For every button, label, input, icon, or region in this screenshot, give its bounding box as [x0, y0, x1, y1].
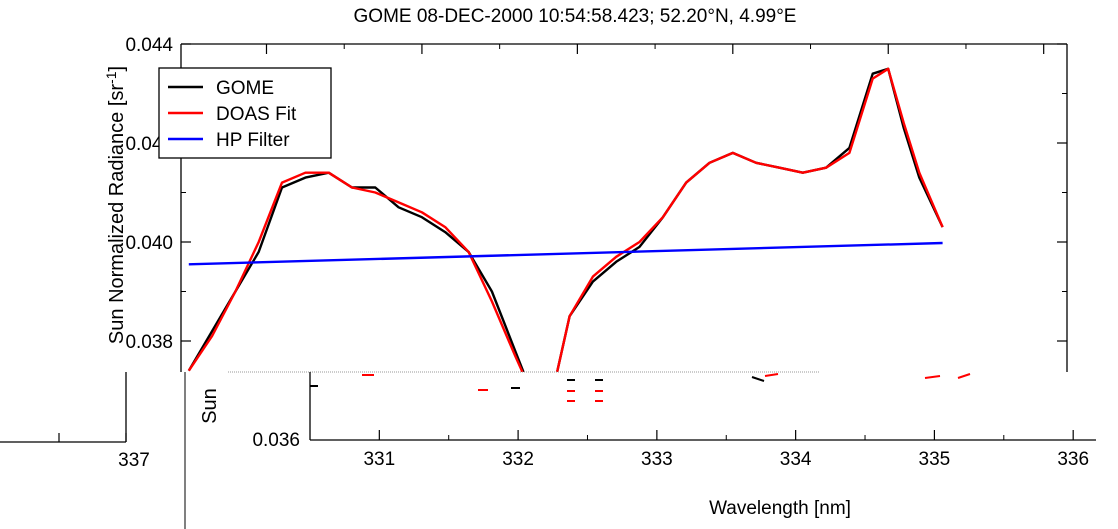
- x-tick-label-331: 331: [363, 449, 395, 470]
- series-lines: [187, 67, 944, 372]
- lower-x-ticks: [378, 430, 1074, 440]
- lower-plot-frame: [309, 372, 1096, 441]
- y-axis-label-close: ]: [106, 66, 128, 72]
- plot-lower: 337 Sun 0.036 331 332 333 334 335 336 Wavelen…: [0, 372, 1096, 529]
- series-doas-fit: [187, 67, 944, 372]
- x-tick-label-335: 335: [919, 449, 951, 470]
- lower-fragment-left: [0, 372, 127, 443]
- series-hp-filter: [188, 241, 943, 266]
- lower-series-fragments: [310, 373, 971, 402]
- series-fragment-mark: [957, 373, 971, 379]
- y-tick-label-0.040: 0.040: [125, 233, 173, 254]
- y-tick-label-0.044: 0.044: [125, 35, 173, 56]
- y-axis-label: Sun Normalized Radiance [sr-1]: [103, 66, 128, 344]
- y-axis-label-main: Sun Normalized Radiance [sr: [106, 84, 128, 344]
- x-axis-label: Wavelength [nm]: [709, 498, 851, 519]
- series-fragment-mark: [751, 376, 765, 382]
- x-tick-label-336: 336: [1057, 449, 1089, 470]
- series-fragment-mark: [924, 375, 941, 379]
- x-tick-label-334: 334: [780, 449, 812, 470]
- legend-label-doas-fit: DOAS Fit: [216, 104, 297, 125]
- legend-label-hp-filter: HP Filter: [216, 130, 290, 151]
- legend-entries: GOME DOAS Fit HP Filter: [168, 78, 297, 151]
- x-tick-labels: 331 332 333 334 335 336: [363, 449, 1089, 470]
- fragment-tick-label: 337: [118, 450, 150, 471]
- y-tick-label-0.036: 0.036: [252, 430, 300, 451]
- x-top-ticks: [265, 44, 1045, 54]
- series-fragment-mark: [764, 373, 779, 377]
- x-tick-label-333: 333: [641, 449, 673, 470]
- y-tick-label-0.038: 0.038: [125, 332, 173, 353]
- y-axis-label-fragment: Sun: [199, 388, 221, 424]
- legend-label-gome: GOME: [216, 78, 274, 99]
- chart-title: GOME 08-DEC-2000 10:54:58.423; 52.20°N, …: [354, 6, 797, 27]
- legend: GOME DOAS Fit HP Filter: [158, 67, 332, 159]
- y-axis-label-sup: -1: [103, 71, 119, 84]
- x-tick-label-332: 332: [502, 449, 534, 470]
